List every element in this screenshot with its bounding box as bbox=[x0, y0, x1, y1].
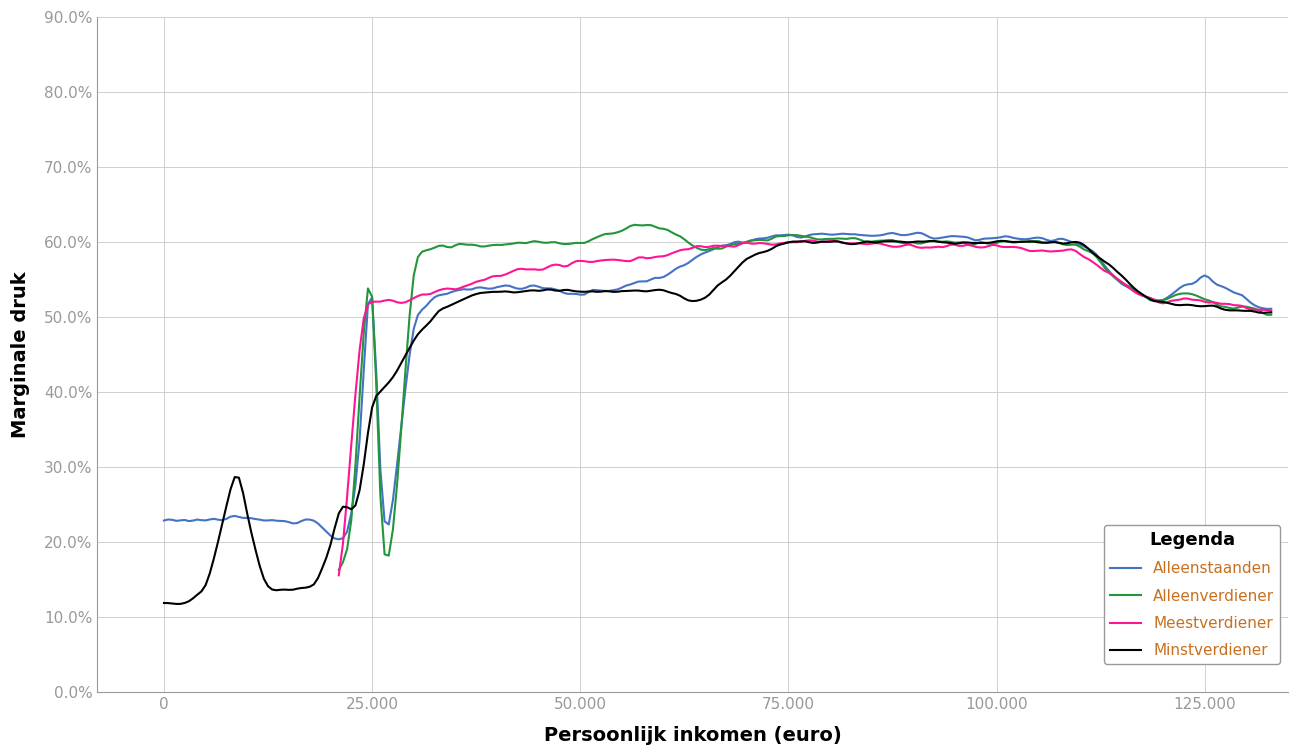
Line: Alleenstaanden: Alleenstaanden bbox=[164, 233, 1272, 539]
Line: Meestverdiener: Meestverdiener bbox=[339, 240, 1272, 575]
Minstverdiener bbox=[210, 537, 226, 546]
Alleenstaanden bbox=[1113, 279, 1129, 288]
Alleenstaanden bbox=[381, 520, 396, 529]
Meestverdiener bbox=[581, 257, 596, 266]
Minstverdiener bbox=[169, 600, 184, 609]
Minstverdiener bbox=[892, 237, 908, 246]
Line: Minstverdiener: Minstverdiener bbox=[164, 241, 1272, 604]
Minstverdiener bbox=[156, 599, 171, 608]
Alleenstaanden bbox=[331, 534, 347, 544]
Alleenstaanden bbox=[156, 516, 171, 525]
Meestverdiener bbox=[889, 242, 904, 251]
Minstverdiener bbox=[585, 287, 600, 296]
Alleenverdiener bbox=[1105, 271, 1121, 280]
Minstverdiener bbox=[186, 593, 201, 603]
Alleenstaanden bbox=[585, 285, 600, 294]
Alleenstaanden bbox=[892, 231, 908, 240]
Alleenstaanden bbox=[1264, 304, 1280, 313]
Alleenstaanden bbox=[909, 228, 925, 237]
Minstverdiener bbox=[381, 378, 396, 387]
X-axis label: Persoonlijk inkomen (euro): Persoonlijk inkomen (euro) bbox=[544, 726, 842, 745]
Alleenverdiener bbox=[889, 237, 904, 246]
Line: Alleenverdiener: Alleenverdiener bbox=[339, 225, 1272, 570]
Meestverdiener bbox=[377, 296, 392, 305]
Alleenverdiener bbox=[377, 550, 392, 559]
Alleenstaanden bbox=[181, 516, 196, 525]
Minstverdiener bbox=[992, 237, 1008, 246]
Meestverdiener bbox=[1264, 306, 1280, 315]
Alleenverdiener bbox=[581, 237, 596, 246]
Alleenverdiener bbox=[1264, 310, 1280, 319]
Legend: Alleenstaanden, Alleenverdiener, Meestverdiener, Minstverdiener: Alleenstaanden, Alleenverdiener, Meestve… bbox=[1104, 525, 1281, 665]
Y-axis label: Marginale druk: Marginale druk bbox=[12, 271, 30, 438]
Minstverdiener bbox=[1113, 271, 1129, 280]
Meestverdiener bbox=[1105, 271, 1121, 280]
Alleenstaanden bbox=[207, 514, 222, 523]
Minstverdiener bbox=[1264, 308, 1280, 317]
